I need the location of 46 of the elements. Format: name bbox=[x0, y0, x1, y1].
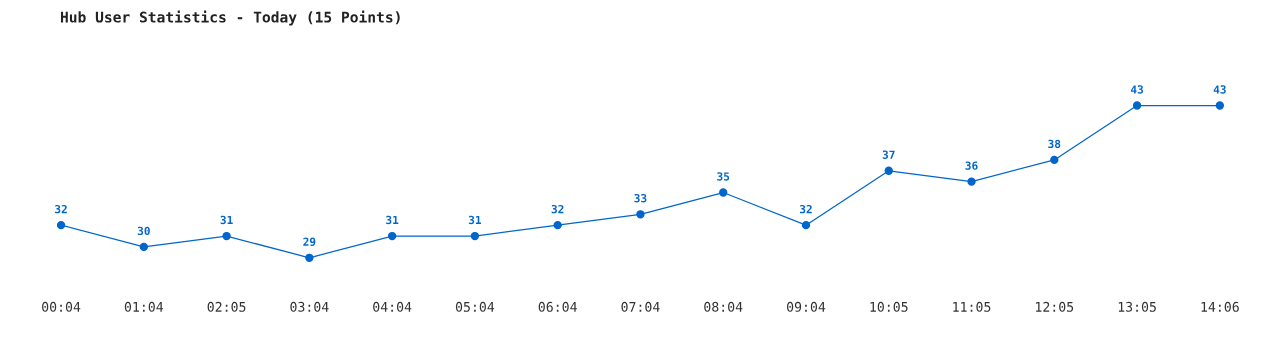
x-tick-label: 04:04 bbox=[373, 301, 412, 312]
data-label: 31 bbox=[468, 215, 482, 225]
data-label: 32 bbox=[799, 204, 812, 214]
point bbox=[967, 177, 976, 186]
data-label: 36 bbox=[965, 161, 978, 170]
data-label: 37 bbox=[882, 150, 895, 159]
data-label: 32 bbox=[551, 204, 564, 214]
data-label: 31 bbox=[220, 215, 233, 225]
data-label: 30 bbox=[137, 226, 150, 236]
point bbox=[636, 210, 645, 219]
x-tick-label: 00:04 bbox=[42, 301, 81, 312]
x-tick-label: 10:05 bbox=[870, 301, 908, 312]
chart-title: Hub User Statistics - Today (15 Points) bbox=[60, 10, 400, 26]
x-tick-label: 05:04 bbox=[455, 301, 495, 312]
x-tick-label: 11:05 bbox=[953, 301, 991, 312]
x-tick-label: 02:05 bbox=[207, 301, 246, 312]
data-label: 43 bbox=[1213, 85, 1226, 94]
x-tick-label: 03:04 bbox=[290, 301, 329, 312]
data-label: 31 bbox=[386, 215, 399, 225]
data-label: 33 bbox=[634, 194, 647, 203]
x-tick-label: 01:04 bbox=[124, 301, 164, 312]
data-label: 29 bbox=[303, 237, 316, 246]
point bbox=[801, 221, 811, 230]
point bbox=[1215, 101, 1225, 110]
point bbox=[305, 253, 314, 262]
x-tick-label: 12:05 bbox=[1036, 301, 1074, 312]
point bbox=[1132, 101, 1142, 110]
x-tick-label: 14:06 bbox=[1201, 301, 1239, 312]
x-tick-label: 07:04 bbox=[621, 301, 660, 312]
point bbox=[139, 242, 148, 252]
data-label: 32 bbox=[55, 204, 67, 214]
data-label: 35 bbox=[717, 172, 730, 181]
point bbox=[222, 231, 231, 241]
point bbox=[1050, 155, 1059, 165]
x-tick-label: 13:05 bbox=[1118, 301, 1156, 312]
point bbox=[387, 231, 397, 241]
x-tick-label: 09:04 bbox=[786, 301, 826, 312]
point bbox=[553, 221, 562, 230]
x-tick-label: 08:04 bbox=[704, 301, 743, 312]
point bbox=[56, 221, 66, 230]
data-label: 38 bbox=[1048, 139, 1061, 149]
x-tick-label: 06:04 bbox=[538, 301, 577, 312]
data-label: 43 bbox=[1130, 85, 1144, 94]
point bbox=[470, 231, 480, 241]
point bbox=[719, 188, 728, 197]
point bbox=[884, 166, 893, 175]
